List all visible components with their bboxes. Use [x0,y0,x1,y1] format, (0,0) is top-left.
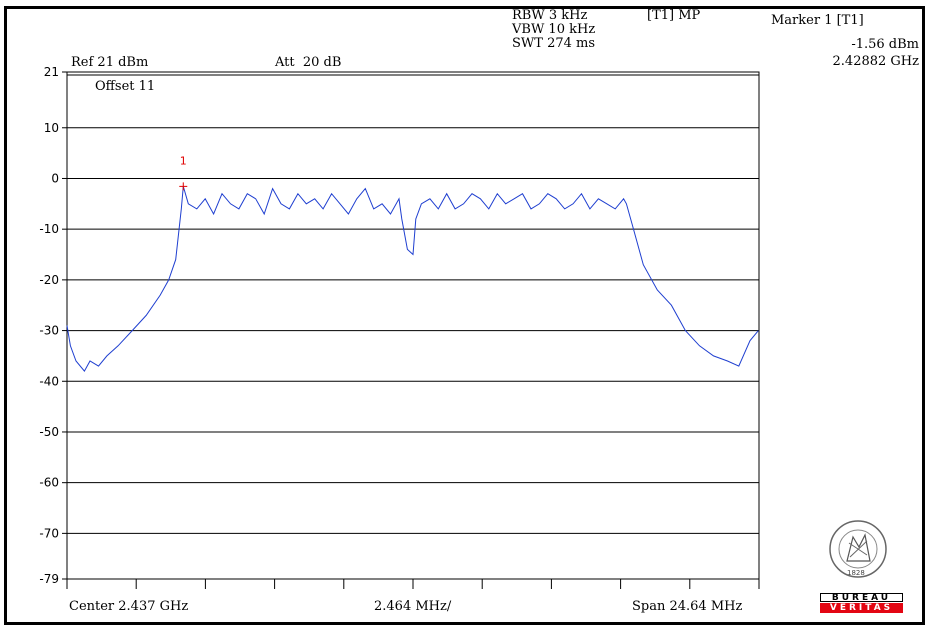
per-division: 2.464 MHz/ [374,599,452,614]
y-tick-label: 10 [44,121,59,135]
spectrum-chart: 21 10 0 -10 -20 -30 -40 -50 -60 -70 -79 1 [39,65,760,589]
y-tick-label: -70 [39,526,59,540]
y-tick-label: -60 [39,476,59,490]
marker-1[interactable]: 1 [179,154,188,191]
attenuation: Att 20 dB [275,55,342,70]
rbw-readout: RBW 3 kHz [512,8,588,23]
vbw-readout: VBW 10 kHz [512,22,596,37]
plot-area-border [66,71,760,580]
marker-level: -1.56 dBm [851,37,919,52]
y-tick-label: -30 [39,324,59,338]
y-tick-label: -79 [39,572,59,586]
offset-label: Offset 11 [95,79,156,94]
y-tick-label: -50 [39,425,59,439]
marker-title: Marker 1 [T1] [771,13,864,28]
trace-mode-label: [T1] MP [647,8,701,23]
spectrum-trace [66,186,759,372]
center-frequency: Center 2.437 GHz [69,599,189,614]
chart-grid [66,71,760,580]
y-tick-label: -40 [39,374,59,388]
y-tick-label: -10 [39,222,59,236]
x-axis [66,579,760,589]
marker-number-label: 1 [180,154,187,167]
y-tick-label: 21 [44,65,59,79]
swt-readout: SWT 274 ms [512,36,596,51]
logo-year: 1828 [847,569,865,577]
reference-level: Ref 21 dBm [71,55,149,70]
span-label: Span 24.64 MHz [632,599,743,614]
y-tick-label: 0 [51,171,59,185]
y-tick-label: -20 [39,273,59,287]
marker-frequency: 2.42882 GHz [832,54,919,69]
logo-bottom-bar: VERITAS [820,603,903,613]
analyzer-screen: RBW 3 kHz VBW 10 kHz SWT 274 ms [T1] MP … [4,6,925,625]
y-axis: 21 10 0 -10 -20 -30 -40 -50 -60 -70 -79 [39,65,67,586]
logo-top-bar: BUREAU [820,593,903,603]
